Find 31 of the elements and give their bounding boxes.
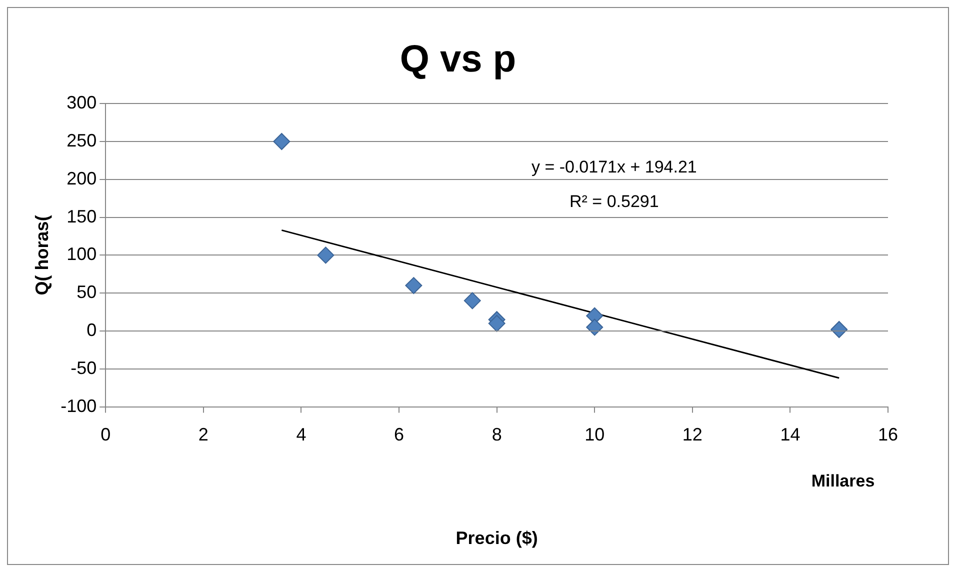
chart-title: Q vs p: [400, 38, 516, 80]
x-tick-label: 2: [198, 424, 208, 445]
y-tick-label: -100: [60, 396, 97, 416]
y-tick-label: 250: [66, 130, 97, 150]
y-axis-title: Q( horas(: [32, 215, 52, 296]
point: [586, 318, 604, 336]
text: Millares: [811, 471, 875, 490]
point: [464, 292, 481, 310]
point: [317, 246, 334, 264]
x-tick-label: 8: [492, 424, 502, 445]
y-tick-label: 150: [66, 206, 97, 226]
y-tick-label: 100: [66, 244, 97, 264]
point: [405, 277, 422, 294]
y-tick-label: -50: [70, 358, 97, 378]
y-tick-label: 200: [66, 168, 97, 188]
y-tick-label: 0: [86, 320, 97, 340]
x-tick-label: 16: [878, 424, 898, 445]
point: [273, 133, 290, 150]
x-tick-label: 0: [100, 424, 111, 445]
annotation: y = -0.0171x + 194.21: [531, 158, 697, 177]
x-tick-label: 10: [584, 424, 605, 445]
y-tick-label: 300: [66, 92, 97, 113]
x-tick-label: 4: [296, 424, 306, 445]
point: [830, 320, 848, 338]
x-axis-title: Precio ($): [456, 528, 538, 548]
point: [488, 314, 506, 332]
y-tick-label: 50: [76, 282, 97, 302]
x-tick-label: 6: [394, 424, 404, 445]
x-tick-label: 14: [780, 424, 800, 445]
annotation: R² = 0.5291: [570, 192, 659, 211]
x-tick-label: 12: [682, 424, 702, 445]
